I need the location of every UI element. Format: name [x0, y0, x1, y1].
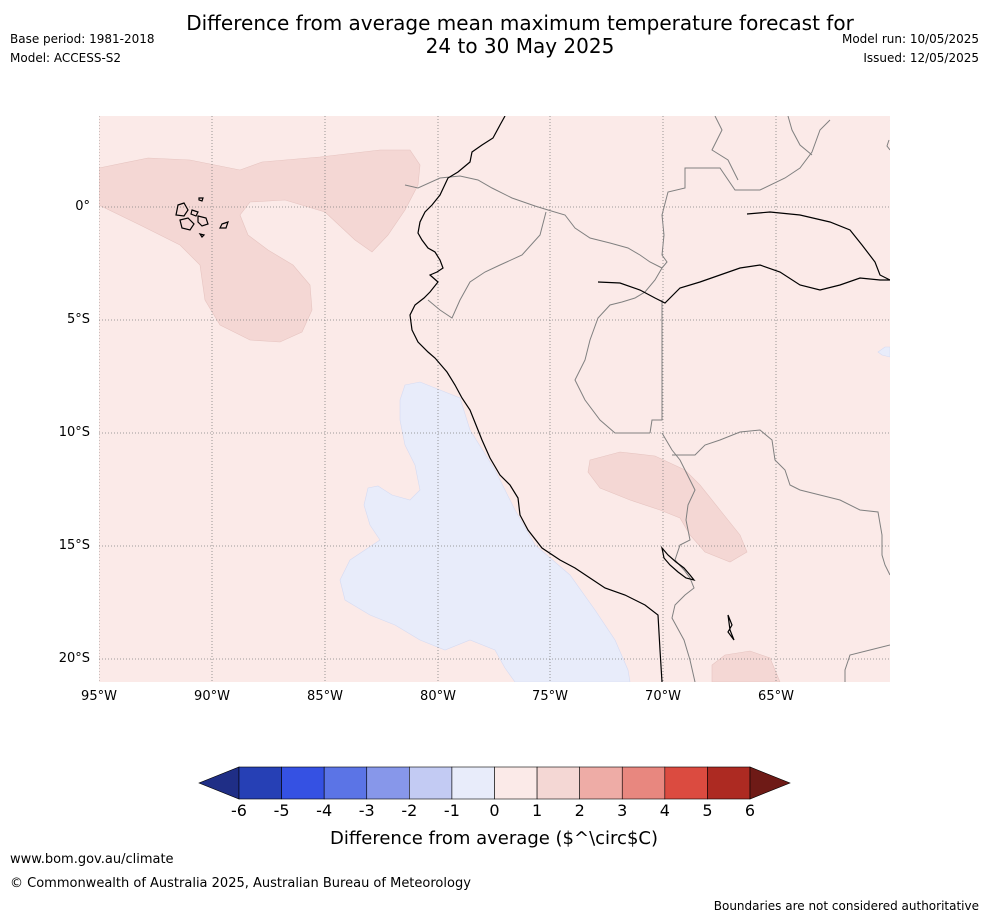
longitude-label: 65°W	[758, 689, 794, 704]
colorbar-tick-label: -5	[273, 801, 290, 820]
longitude-label: 80°W	[420, 689, 456, 704]
issued-text: Issued: 12/05/2025	[863, 51, 979, 65]
colorbar-title-text: Difference from average ($^\circ$C)	[330, 828, 658, 849]
colorbar-segment	[366, 766, 410, 800]
colorbar-tick-label: 3	[617, 801, 628, 820]
colorbar-segment	[238, 766, 282, 800]
coastlines	[409, 116, 890, 682]
colorbar-tick-label: -2	[401, 801, 418, 820]
colorbar	[198, 766, 791, 800]
warm-anomaly-region-bolivia	[587, 451, 748, 563]
longitude-label: 95°W	[81, 689, 117, 704]
latitude-label: 5°S	[66, 312, 90, 327]
colorbar-tick-label: -3	[358, 801, 375, 820]
model-text: Model: ACCESS-S2	[10, 51, 122, 65]
colorbar-segment	[664, 766, 708, 800]
latitude-label: 15°S	[58, 538, 90, 553]
model-run-text: Model run: 10/05/2025	[841, 32, 979, 46]
lake-titicaca	[660, 545, 735, 641]
colorbar-tick-label: 5	[702, 801, 713, 820]
colorbar-segment	[409, 766, 453, 800]
colorbar-segment	[621, 766, 666, 800]
colorbar-tick-label: -4	[316, 801, 333, 820]
longitude-label: 75°W	[532, 689, 568, 704]
disclaimer-text: Boundaries are not considered authoritat…	[713, 899, 979, 913]
colorbar-tick-label: 6	[744, 801, 756, 820]
latitude-label: 10°S	[58, 425, 90, 440]
colorbar-segment	[323, 766, 368, 800]
colorbar-extend-high	[749, 766, 791, 800]
colorbar-segment	[451, 766, 495, 800]
colorbar-segment	[579, 766, 623, 800]
colorbar-tick-label: -6	[231, 801, 247, 820]
colorbar-segment	[707, 766, 751, 800]
colorbar-tick-label: 2	[574, 801, 585, 820]
colorbar-segment	[494, 766, 538, 800]
website-link[interactable]: www.bom.gov.au/climate	[10, 852, 174, 867]
colorbar-extend-low	[198, 766, 240, 800]
colorbar-tick-label: 1	[531, 801, 543, 820]
colorbar-tick-label: 4	[659, 801, 670, 820]
map-title: Difference from average mean maximum tem…	[0, 12, 988, 58]
cool-anomaly-region-pacific	[339, 381, 631, 682]
longitude-label: 85°W	[307, 689, 343, 704]
title-line-1: Difference from average mean maximum tem…	[186, 11, 854, 35]
copyright-text: © Commonwealth of Australia 2025, Austra…	[10, 876, 471, 891]
colorbar-segment	[536, 766, 580, 800]
country-borders	[404, 116, 890, 682]
longitude-label: 90°W	[194, 689, 230, 704]
latitude-label: 20°S	[58, 651, 90, 666]
colorbar-segment	[281, 766, 325, 800]
galapagos-islands	[175, 197, 229, 238]
gridlines	[99, 116, 890, 682]
base-period-text: Base period: 1981-2018	[10, 32, 155, 46]
latitude-label: 0°	[75, 199, 90, 214]
cool-anomaly-region-east	[877, 346, 890, 358]
colorbar-tick-label: -1	[443, 801, 460, 820]
map-plot-area	[99, 116, 890, 682]
colorbar-title: Difference from average ($^\circ$C)	[0, 828, 988, 849]
longitude-label: 70°W	[645, 689, 681, 704]
warm-anomaly-region-galapagos	[99, 149, 421, 343]
title-line-2: 24 to 30 May 2025	[425, 34, 615, 58]
colorbar-tick-label: 0	[489, 801, 500, 820]
